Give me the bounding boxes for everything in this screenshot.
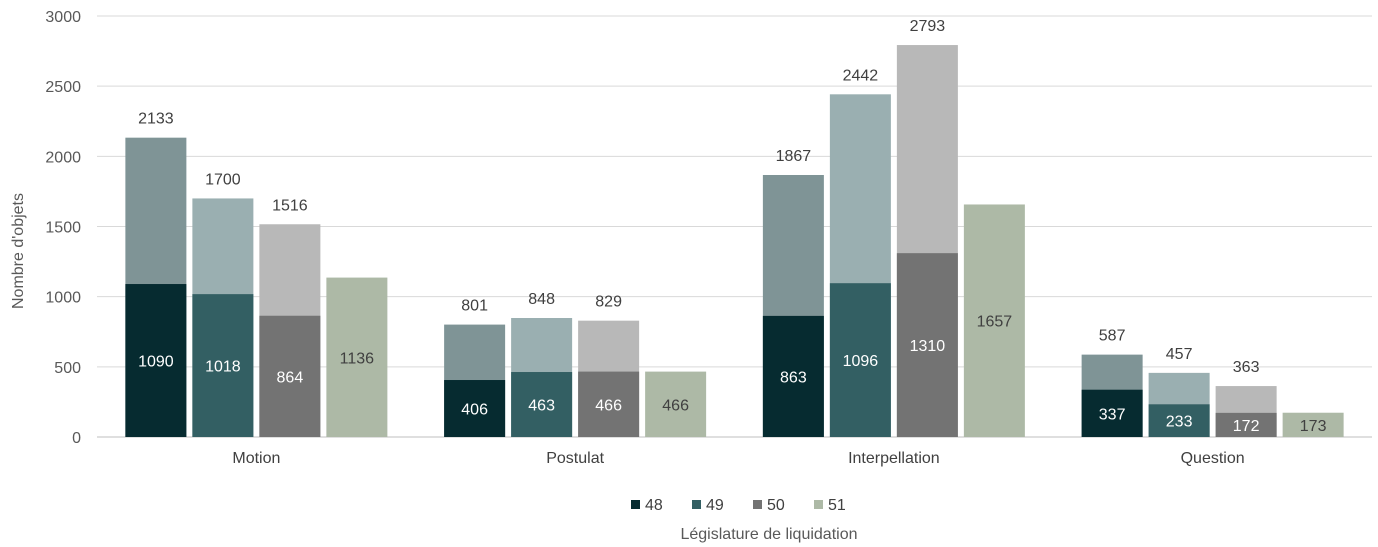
bar-interpellation-51 — [963, 204, 1025, 437]
bar-postulat-50 — [578, 371, 640, 437]
total-label: 2133 — [138, 111, 174, 128]
bar-question-48 — [1081, 389, 1143, 437]
total-label: 2793 — [910, 18, 946, 35]
y-axis: 0 500 1000 1500 2000 2500 3000 — [45, 9, 81, 447]
total-label: 848 — [528, 291, 555, 308]
total-label: 1700 — [205, 171, 241, 188]
category-label: Question — [1181, 450, 1245, 467]
legend-label: 49 — [706, 497, 724, 514]
bar-postulat-48 — [444, 380, 506, 437]
bar-motion-51 — [326, 277, 388, 437]
bar-question-50 — [1215, 412, 1277, 437]
value-label: 406 — [461, 402, 488, 419]
category-label: Postulat — [546, 450, 604, 467]
y-tick-label: 2000 — [45, 149, 81, 166]
value-label: 864 — [277, 369, 304, 386]
bar-interpellation-48 — [762, 315, 824, 437]
total-label: 1867 — [776, 148, 812, 165]
legend-swatch-48 — [631, 500, 640, 509]
total-label: 2442 — [843, 67, 879, 84]
total-label: 457 — [1166, 346, 1193, 363]
total-label: 363 — [1233, 359, 1260, 376]
y-axis-title: Nombre d'objets — [10, 193, 27, 309]
bar-postulat-51 — [645, 371, 707, 437]
legend-label: 51 — [828, 497, 846, 514]
category-label: Interpellation — [848, 450, 940, 467]
bar-question-51 — [1282, 412, 1344, 437]
category-label: Motion — [232, 450, 280, 467]
y-tick-label: 500 — [54, 360, 81, 377]
value-label: 1136 — [340, 350, 375, 367]
total-label: 587 — [1099, 328, 1126, 345]
value-label: 173 — [1300, 418, 1327, 435]
bar-motion-49 — [192, 294, 254, 437]
value-label: 863 — [780, 369, 807, 386]
total-label: 829 — [595, 294, 622, 311]
bar-motion-48 — [125, 284, 187, 437]
bar-question-49 — [1148, 404, 1210, 437]
x-axis: Motion Postulat Interpellation Question — [232, 450, 1244, 467]
total-label: 801 — [461, 298, 488, 315]
y-tick-label: 1500 — [45, 220, 81, 237]
value-label: 233 — [1166, 414, 1193, 431]
y-tick-label: 2500 — [45, 79, 81, 96]
value-label: 466 — [662, 397, 689, 414]
legend: 48 49 50 51 — [631, 497, 846, 514]
value-label: 172 — [1233, 418, 1260, 435]
bar-motion-50 — [259, 315, 321, 437]
y-tick-label: 1000 — [45, 290, 81, 307]
value-label: 1096 — [843, 353, 879, 370]
value-label: 1310 — [910, 338, 946, 355]
legend-swatch-50 — [753, 500, 762, 509]
bar-interpellation-49 — [829, 283, 891, 437]
legend-label: 50 — [767, 497, 785, 514]
value-label: 466 — [595, 397, 622, 414]
y-tick-label: 3000 — [45, 9, 81, 26]
legend-swatch-49 — [692, 500, 701, 509]
bars: 2133 1090 1700 1018 1516 864 1136 801 406 848 463 8… — [125, 18, 1344, 437]
legend-label: 48 — [645, 497, 663, 514]
bar-interpellation-50 — [896, 253, 958, 437]
value-label: 463 — [528, 398, 555, 415]
bar-postulat-49 — [511, 372, 573, 437]
x-axis-title: Législature de liquidation — [680, 526, 857, 543]
value-label: 1090 — [138, 354, 174, 371]
value-label: 1018 — [205, 359, 241, 376]
y-tick-label: 0 — [72, 430, 81, 447]
value-label: 337 — [1099, 406, 1126, 423]
value-label: 1657 — [977, 314, 1013, 331]
legend-swatch-51 — [814, 500, 823, 509]
total-label: 1516 — [272, 197, 308, 214]
